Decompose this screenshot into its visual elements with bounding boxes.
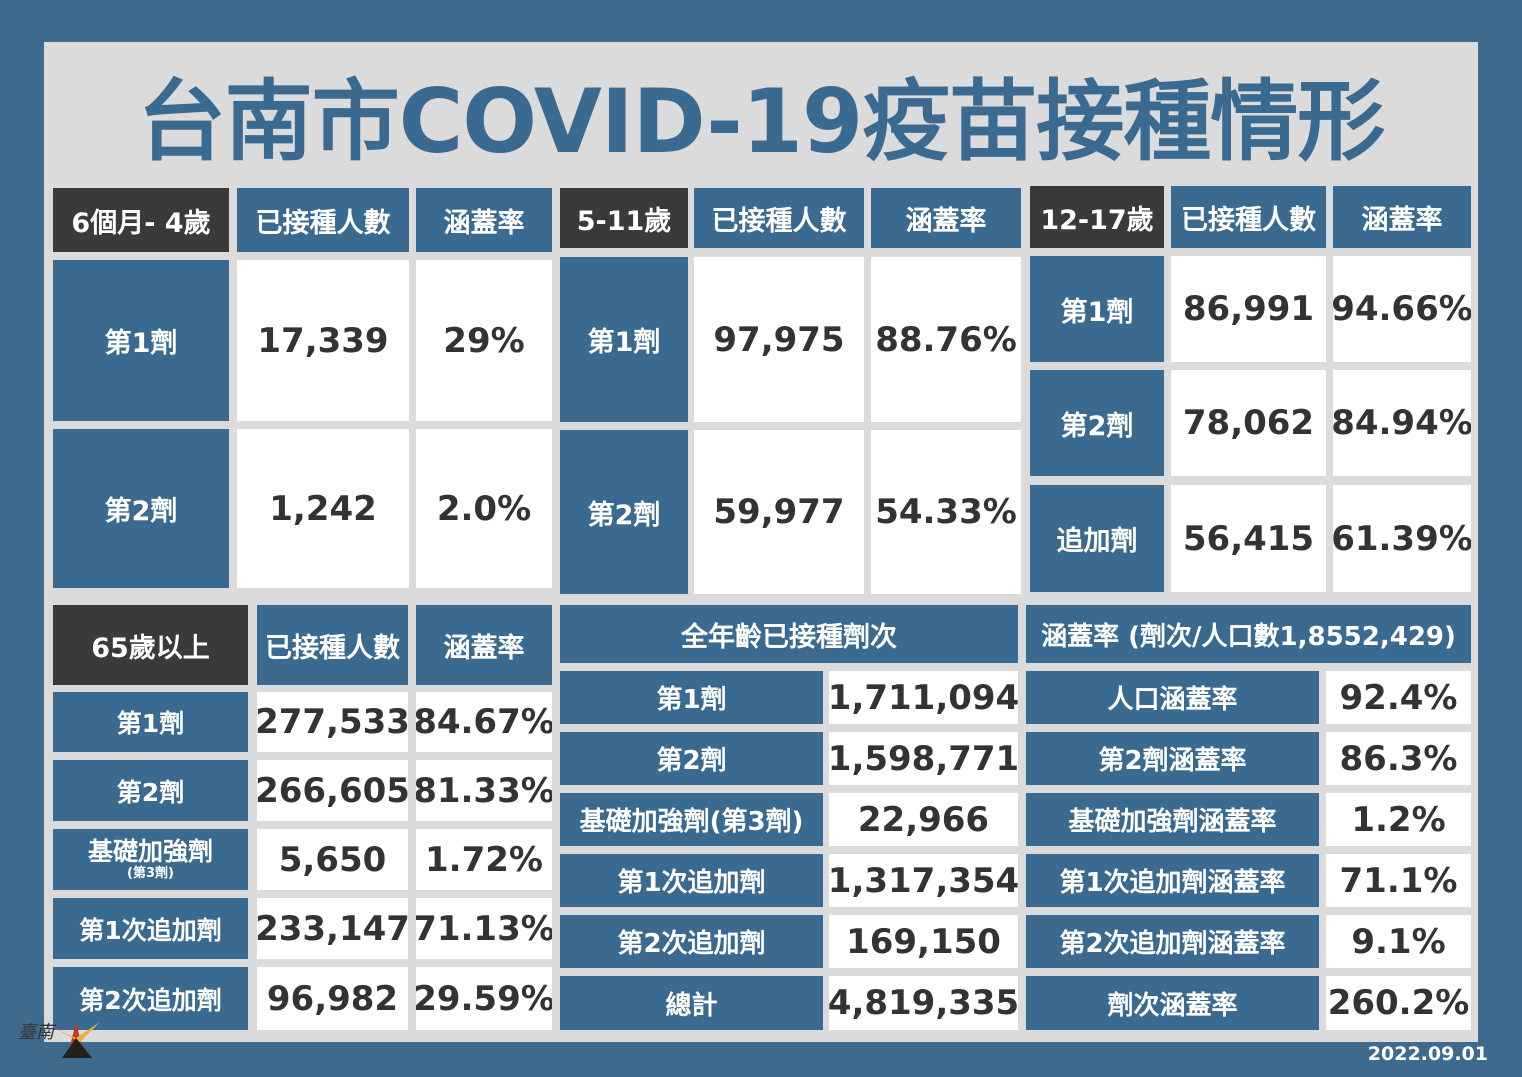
coverage-value: 71.1% [1326, 854, 1471, 907]
dose-count: 1,242 [237, 429, 409, 588]
dose-count: 17,339 [237, 260, 409, 421]
dose-rate: 29% [416, 260, 552, 421]
dose-rate: 54.33% [871, 430, 1021, 594]
total-dose-label: 第1劑 [560, 671, 823, 724]
dose-count: 266,605 [257, 760, 408, 821]
dose-label: 第2劑 [560, 430, 688, 594]
coverage-label: 第2劑涵蓋率 [1026, 732, 1319, 785]
dose-count: 96,982 [257, 967, 408, 1030]
dose-count: 86,991 [1171, 256, 1326, 362]
dose-label: 第1劑 [53, 692, 248, 752]
coverage-label: 人口涵蓋率 [1026, 671, 1319, 724]
count-header: 已接種人數 [257, 605, 408, 685]
age-header-5-11: 5-11歲 [560, 188, 688, 248]
rate-header: 涵蓋率 [871, 188, 1021, 248]
dose-label: 第2劑 [53, 760, 248, 821]
coverage-label: 基礎加強劑涵蓋率 [1026, 793, 1319, 846]
dose-count: 56,415 [1171, 485, 1326, 592]
dose-rate: 84.67% [416, 692, 552, 752]
dose-rate: 2.0% [416, 429, 552, 588]
dose-label: 第2次追加劑 [53, 967, 248, 1030]
dose-rate: 88.76% [871, 257, 1021, 422]
dose-count: 97,975 [694, 257, 864, 422]
dose-count: 277,533 [257, 692, 408, 752]
dose-rate: 71.13% [416, 898, 552, 959]
coverage-header: 涵蓋率 (劑次/人口數1,8552,429) [1026, 605, 1471, 663]
total-dose-label: 總計 [560, 976, 823, 1030]
total-dose-label: 第2次追加劑 [560, 915, 823, 968]
total-dose-value: 4,819,335 [829, 976, 1018, 1030]
total-dose-label: 第2劑 [560, 732, 823, 785]
count-header: 已接種人數 [237, 188, 409, 252]
logo-text: 臺南 [18, 1022, 57, 1043]
dose-rate: 84.94% [1333, 370, 1471, 476]
dose-label-booster: 基礎加強劑 (第3劑) [53, 829, 248, 890]
coverage-value: 260.2% [1326, 976, 1471, 1030]
age-header-6m-4y: 6個月- 4歲 [53, 188, 229, 252]
dose-rate: 94.66% [1333, 256, 1471, 362]
dose-count: 78,062 [1171, 370, 1326, 476]
coverage-value: 92.4% [1326, 671, 1471, 724]
age-header-12-17: 12-17歲 [1030, 186, 1164, 248]
coverage-value: 86.3% [1326, 732, 1471, 785]
dose-count: 59,977 [694, 430, 864, 594]
dose-rate: 29.59% [416, 967, 552, 1030]
tainan-logo: 臺南 [14, 1008, 110, 1064]
dose-count: 5,650 [257, 829, 408, 890]
rate-header: 涵蓋率 [416, 605, 552, 685]
total-dose-value: 1,711,094 [829, 671, 1018, 724]
count-header: 已接種人數 [694, 188, 864, 248]
coverage-label: 第2次追加劑涵蓋率 [1026, 915, 1319, 968]
page-title: 台南市COVID-19疫苗接種情形 [137, 70, 1386, 173]
rate-header: 涵蓋率 [416, 188, 552, 252]
total-dose-value: 1,598,771 [829, 732, 1018, 785]
dose-label: 第1劑 [53, 260, 229, 421]
dose-count: 233,147 [257, 898, 408, 959]
coverage-value: 1.2% [1326, 793, 1471, 846]
count-header: 已接種人數 [1171, 186, 1326, 248]
dose-label: 第1次追加劑 [53, 898, 248, 959]
total-dose-value: 169,150 [829, 915, 1018, 968]
rate-header: 涵蓋率 [1333, 186, 1471, 248]
coverage-label: 劑次涵蓋率 [1026, 976, 1319, 1030]
total-dose-label: 第1次追加劑 [560, 854, 823, 907]
dose-label: 第1劑 [560, 257, 688, 422]
dose-label: 第2劑 [53, 429, 229, 588]
total-dose-label: 基礎加強劑(第3劑) [560, 793, 823, 846]
coverage-label: 第1次追加劑涵蓋率 [1026, 854, 1319, 907]
dose-label: 第2劑 [1030, 370, 1164, 476]
dose-rate: 1.72% [416, 829, 552, 890]
total-dose-value: 22,966 [829, 793, 1018, 846]
dose-label: 基礎加強劑 [87, 836, 213, 866]
dose-rate: 61.39% [1333, 485, 1471, 592]
dose-rate: 81.33% [416, 760, 552, 821]
total-dose-value: 1,317,354 [829, 854, 1018, 907]
dose-label: 追加劑 [1030, 485, 1164, 592]
age-header-65-plus: 65歲以上 [53, 605, 248, 685]
update-date: 2022.09.01 [1367, 1043, 1488, 1065]
dose-sublabel: (第3劑) [127, 865, 174, 881]
dose-label: 第1劑 [1030, 256, 1164, 362]
all-ages-header: 全年齡已接種劑次 [560, 605, 1018, 663]
coverage-value: 9.1% [1326, 915, 1471, 968]
